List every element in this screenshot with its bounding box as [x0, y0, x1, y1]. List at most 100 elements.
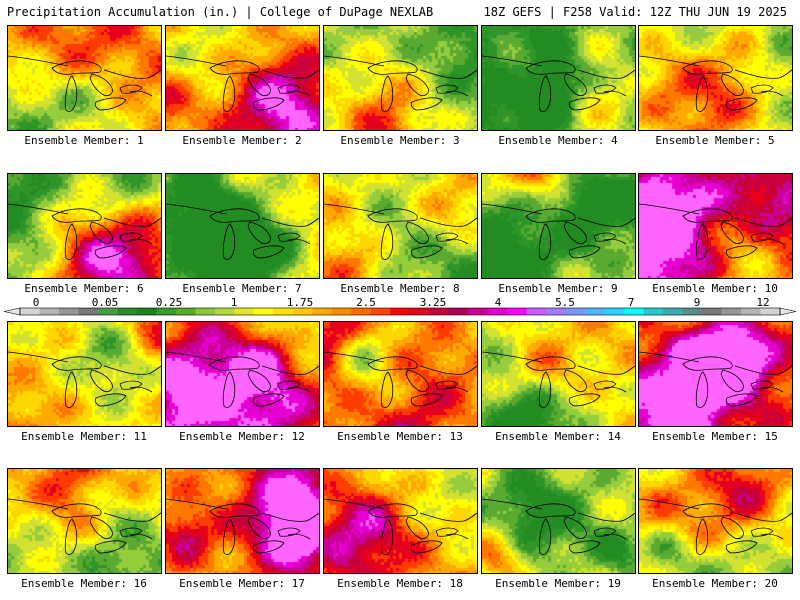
colorbar-swatch — [390, 308, 411, 315]
ensemble-member-13-label: Ensemble Member: 13 — [337, 430, 463, 443]
colorbar-swatch — [604, 308, 625, 315]
lake-shoreline — [89, 221, 113, 244]
ensemble-member-19-label: Ensemble Member: 19 — [495, 577, 621, 590]
great-lakes-outline — [639, 203, 792, 260]
colorbar-tick-label: 4 — [494, 296, 502, 309]
colorbar-tick-label: 3.25 — [419, 296, 447, 309]
lake-shoreline — [568, 97, 601, 111]
lake-shoreline — [51, 208, 102, 223]
lake-shoreline — [538, 518, 552, 555]
lake-shoreline — [538, 223, 552, 260]
great-lakes-outline — [166, 55, 319, 112]
ensemble-member-12-label: Ensemble Member: 12 — [179, 430, 305, 443]
lake-shoreline — [682, 356, 733, 371]
ensemble-member-7-map — [165, 173, 320, 279]
ensemble-member-18-map — [323, 468, 478, 574]
lake-shoreline — [247, 221, 271, 244]
great-lakes-outline — [482, 351, 635, 408]
lake-shoreline — [277, 232, 301, 242]
lake-shoreline — [525, 356, 576, 371]
colorbar-swatch — [20, 308, 40, 315]
colorbar-swatch — [253, 308, 274, 315]
state-border — [639, 203, 792, 245]
colorbar-tick-label: 12 — [756, 296, 770, 309]
colorbar-swatch — [721, 308, 742, 315]
lake-shoreline — [725, 97, 758, 111]
ensemble-member-4-label: Ensemble Member: 4 — [498, 134, 618, 147]
colorbar-tick-label: 1.75 — [286, 296, 314, 309]
colorbar-tick-label: 7 — [627, 296, 635, 309]
lake-shoreline — [725, 393, 758, 407]
lake-shoreline — [593, 380, 617, 390]
lake-shoreline — [222, 223, 236, 260]
lake-shoreline — [568, 393, 601, 407]
ensemble-member-16-map — [7, 468, 162, 574]
lake-shoreline — [277, 84, 301, 94]
colorbar-min-arrow — [3, 307, 21, 316]
lake-shoreline — [568, 245, 601, 259]
lake-shoreline — [593, 84, 617, 94]
lake-shoreline — [525, 503, 576, 518]
lake-shoreline — [593, 527, 617, 537]
ensemble-member-3-label: Ensemble Member: 3 — [340, 134, 460, 147]
colorbar-swatch — [351, 308, 372, 315]
lake-shoreline — [525, 208, 576, 223]
colorbar-swatch — [409, 308, 430, 315]
lake-shoreline — [410, 393, 443, 407]
colorbar-swatch — [370, 308, 391, 315]
lake-shoreline — [252, 97, 285, 111]
state-border — [8, 55, 161, 97]
lake-shoreline — [277, 527, 301, 537]
lake-shoreline — [64, 518, 78, 555]
lake-shoreline — [525, 60, 576, 75]
lake-shoreline — [435, 232, 459, 242]
lake-shoreline — [119, 380, 143, 390]
colorbar-tick-label: 1 — [230, 296, 238, 309]
ensemble-member-9-label: Ensemble Member: 9 — [498, 282, 618, 295]
colorbar-swatch — [487, 308, 508, 315]
ensemble-member-11-map — [7, 321, 162, 427]
great-lakes-outline — [166, 498, 319, 555]
colorbar-tick-label: 0.25 — [155, 296, 183, 309]
colorbar-tick-label: 0.05 — [91, 296, 119, 309]
state-border — [166, 55, 319, 97]
great-lakes-outline — [324, 203, 477, 260]
great-lakes-outline — [8, 351, 161, 408]
lake-shoreline — [563, 73, 587, 96]
model-run-info: 18Z GEFS | F258 Valid: 12Z THU JUN 19 20… — [483, 5, 787, 19]
state-border — [166, 351, 319, 393]
great-lakes-outline — [324, 55, 477, 112]
ensemble-member-14-map — [481, 321, 636, 427]
lake-shoreline — [89, 516, 113, 539]
lake-shoreline — [695, 75, 709, 112]
lake-shoreline — [247, 516, 271, 539]
colorbar-swatch — [643, 308, 664, 315]
state-border — [482, 203, 635, 245]
precipitation-colorbar — [3, 307, 797, 316]
colorbar-max-arrow — [779, 307, 797, 316]
ensemble-member-1-label: Ensemble Member: 1 — [24, 134, 144, 147]
great-lakes-outline — [324, 351, 477, 408]
ensemble-member-18-label: Ensemble Member: 18 — [337, 577, 463, 590]
state-border — [324, 55, 477, 97]
state-border — [639, 498, 792, 540]
great-lakes-outline — [482, 203, 635, 260]
lake-shoreline — [410, 97, 443, 111]
lake-shoreline — [538, 371, 552, 408]
lake-shoreline — [247, 369, 271, 392]
colorbar-swatch — [234, 308, 255, 315]
lake-shoreline — [222, 75, 236, 112]
lake-shoreline — [435, 380, 459, 390]
great-lakes-outline — [8, 203, 161, 260]
lake-shoreline — [119, 232, 143, 242]
state-border — [639, 351, 792, 393]
great-lakes-outline — [166, 203, 319, 260]
colorbar-swatch — [663, 308, 683, 315]
colorbar-swatch — [331, 308, 352, 315]
state-border — [324, 498, 477, 540]
lake-shoreline — [252, 245, 285, 259]
great-lakes-outline — [639, 55, 792, 112]
lake-shoreline — [252, 540, 285, 554]
ensemble-member-5-label: Ensemble Member: 5 — [655, 134, 775, 147]
ensemble-member-2-map — [165, 25, 320, 131]
